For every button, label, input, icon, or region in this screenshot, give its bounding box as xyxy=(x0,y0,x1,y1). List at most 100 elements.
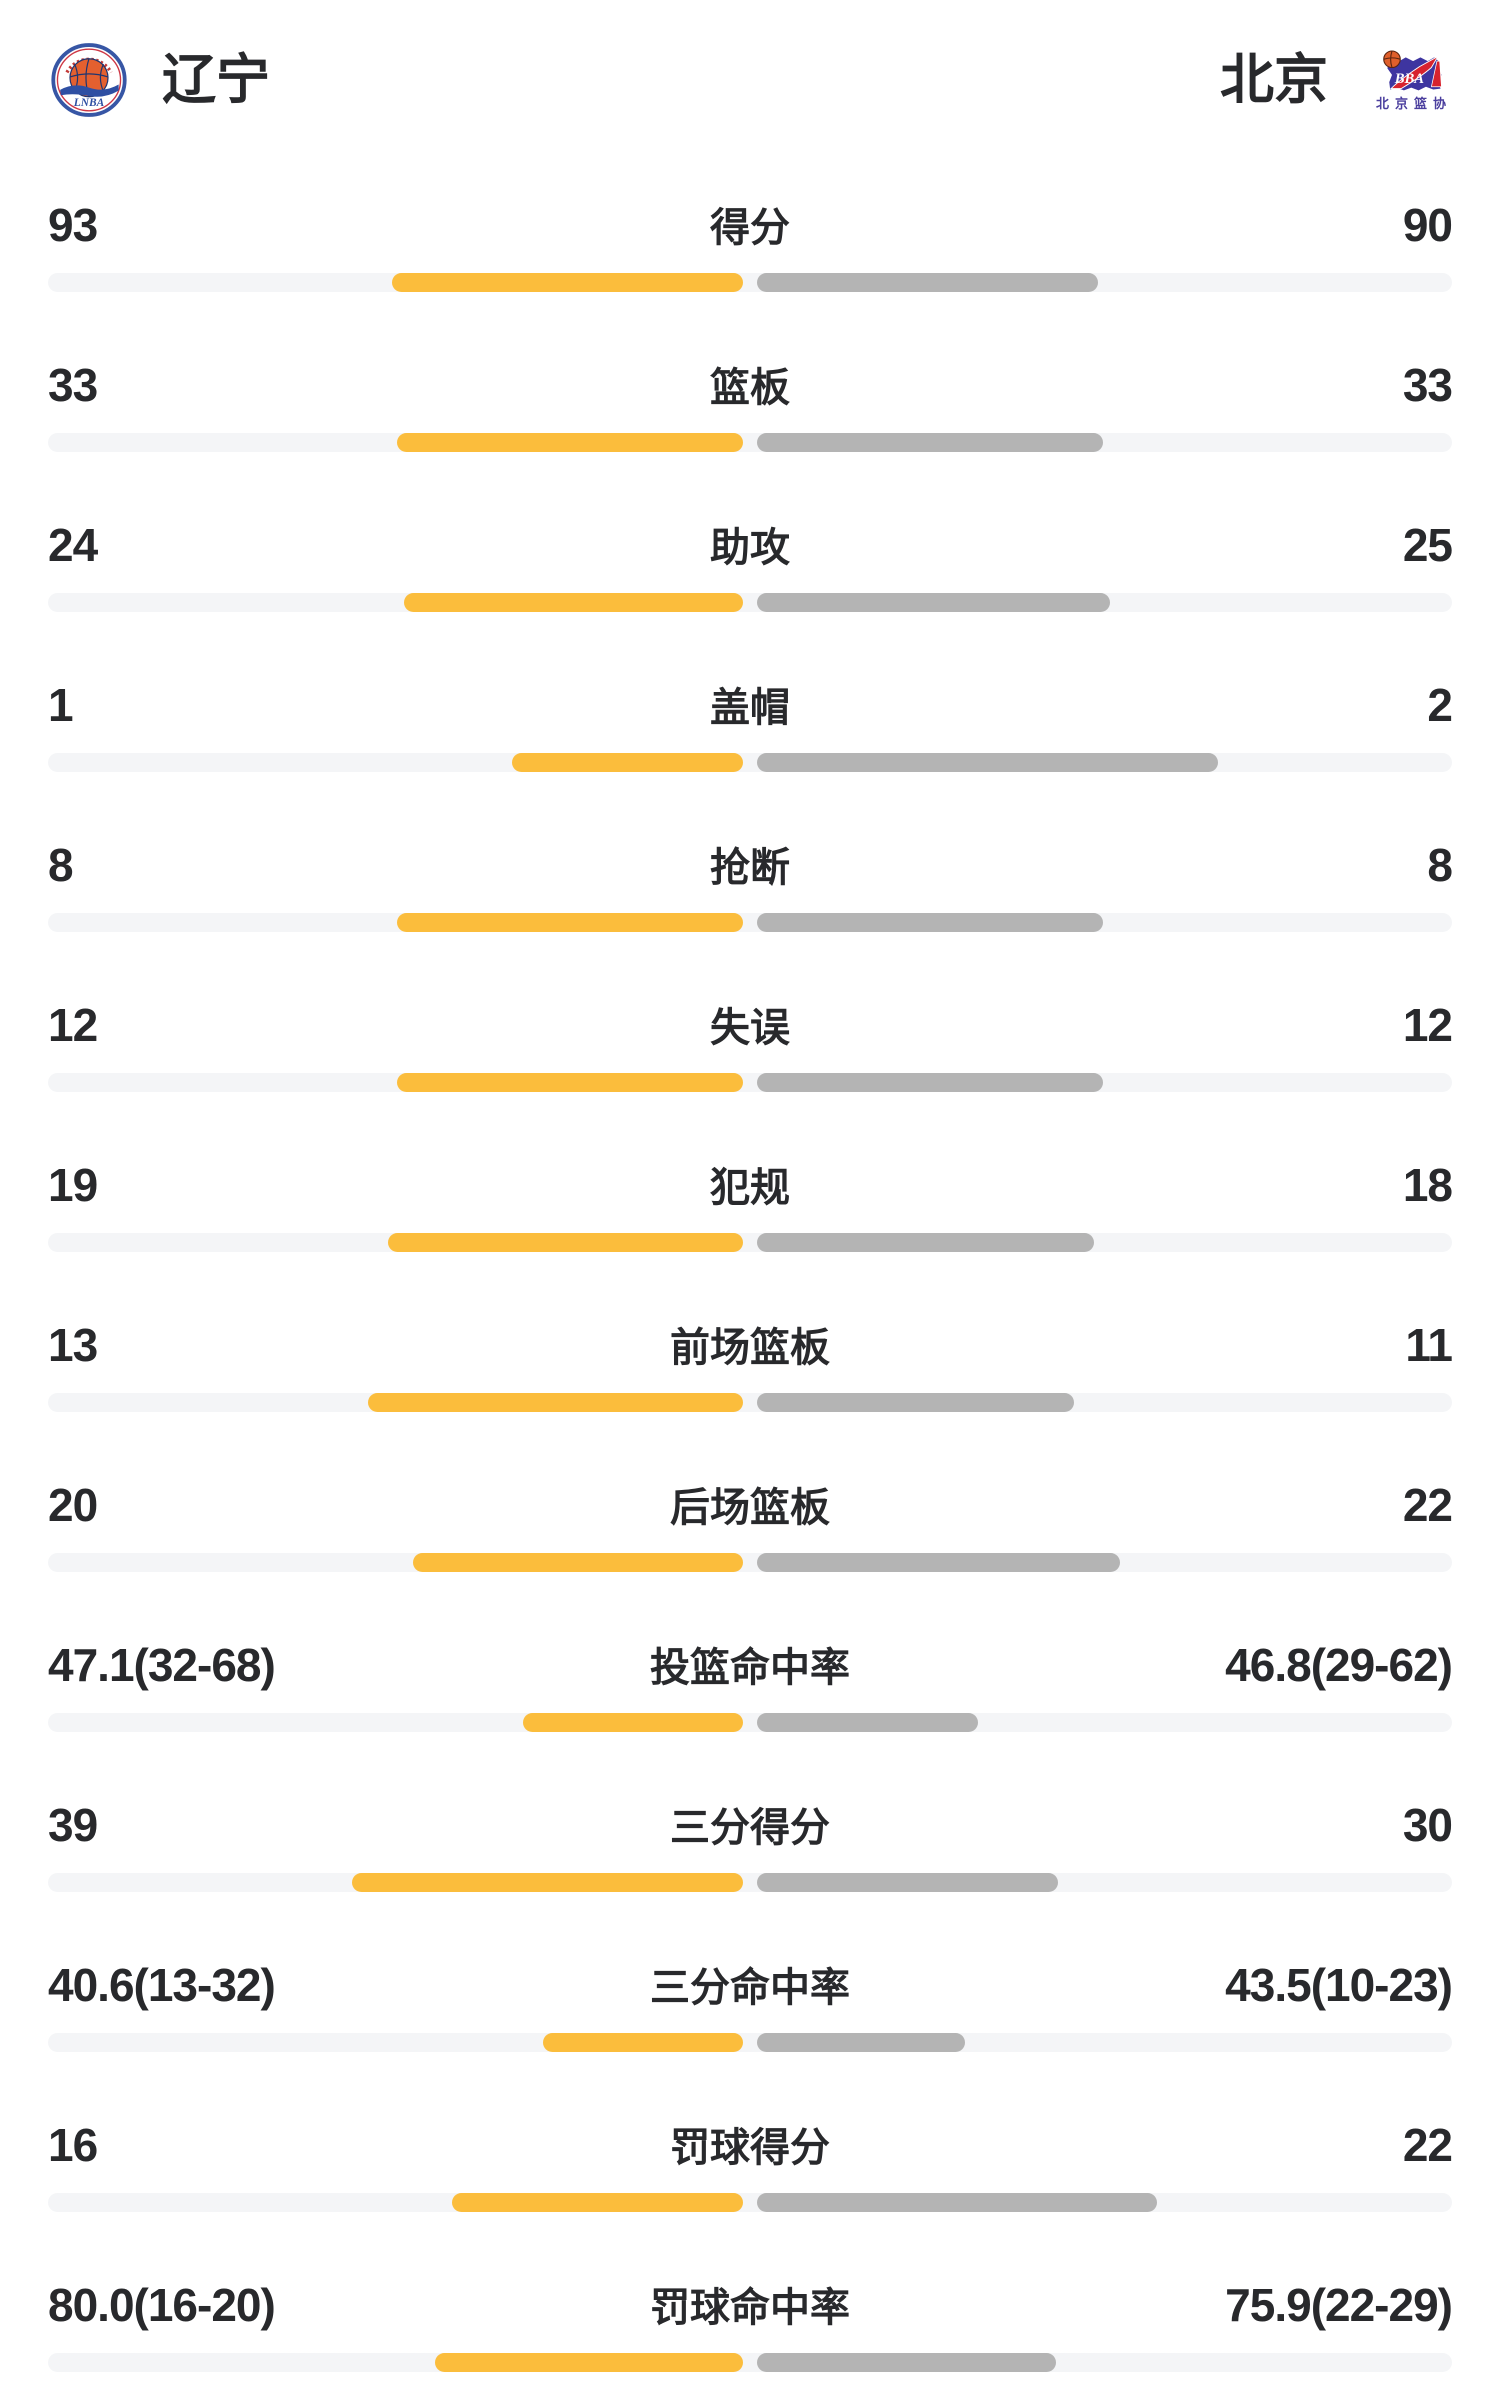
right-value: 33 xyxy=(1402,359,1453,411)
team-left[interactable]: LNBA 辽宁 xyxy=(48,42,270,118)
right-value: 30 xyxy=(1402,1799,1453,1851)
stat-values-line: 8 抢断 8 xyxy=(48,800,1453,893)
left-bar xyxy=(392,273,743,292)
bar-track xyxy=(48,593,1452,612)
bar-track xyxy=(48,1233,1452,1252)
bar-track xyxy=(48,2033,1452,2052)
right-bar xyxy=(757,2033,965,2052)
right-value: 43.5(10-23) xyxy=(1225,1959,1453,2011)
stat-label: 抢断 xyxy=(710,846,790,890)
right-value: 22 xyxy=(1402,1479,1453,1531)
liaoning-team-logo-icon: LNBA xyxy=(51,43,127,117)
left-value: 93 xyxy=(48,199,98,251)
left-value: 8 xyxy=(48,839,74,891)
bar-track xyxy=(48,433,1452,452)
left-bar xyxy=(452,2193,743,2212)
left-value: 16 xyxy=(48,2119,98,2171)
stat-row: 12 失误 12 xyxy=(0,960,1500,1120)
bar-track xyxy=(48,753,1452,772)
beijing-team-logo-icon: BBA xyxy=(1383,50,1442,91)
left-bar xyxy=(413,1553,743,1572)
stat-label: 三分命中率 xyxy=(650,1966,850,2010)
left-bar xyxy=(512,753,743,772)
left-bar xyxy=(397,913,743,932)
left-value: 20 xyxy=(48,1479,98,1531)
bar-track xyxy=(48,2193,1452,2212)
stat-values-line: 13 前场篮板 11 xyxy=(48,1280,1453,1373)
stat-label: 投篮命中率 xyxy=(650,1646,850,1690)
stat-values-line: 39 三分得分 30 xyxy=(48,1760,1453,1853)
stat-values-line: 47.1(32-68) 投篮命中率 46.8(29-62) xyxy=(48,1600,1453,1693)
left-bar xyxy=(397,433,743,452)
left-bar xyxy=(388,1233,743,1252)
left-bar xyxy=(368,1393,743,1412)
left-value: 12 xyxy=(48,999,98,1051)
stats-list: 93 得分 90 33 篮板 33 24 助攻 25 xyxy=(0,160,1500,2400)
right-bar xyxy=(757,1873,1058,1892)
stat-label: 三分得分 xyxy=(670,1806,830,1850)
bar-track xyxy=(48,913,1452,932)
stat-label: 助攻 xyxy=(710,526,790,570)
beijing-logo-text: BBA xyxy=(1394,71,1425,87)
stat-values-line: 33 篮板 33 xyxy=(48,320,1453,413)
stat-label: 犯规 xyxy=(710,1166,790,1210)
right-bar xyxy=(757,593,1110,612)
beijing-logo-caption: 北京篮协 xyxy=(1375,96,1452,111)
right-value: 25 xyxy=(1402,519,1453,571)
stat-values-line: 20 后场篮板 22 xyxy=(48,1440,1453,1533)
bar-track xyxy=(48,1393,1452,1412)
left-value: 13 xyxy=(48,1319,98,1371)
stat-label: 篮板 xyxy=(710,366,790,410)
team-left-name: 辽宁 xyxy=(162,50,270,110)
stat-row: 8 抢断 8 xyxy=(0,800,1500,960)
stat-values-line: 19 犯规 18 xyxy=(48,1120,1453,1213)
stat-values-line: 80.0(16-20) 罚球命中率 75.9(22-29) xyxy=(48,2240,1453,2333)
right-bar xyxy=(757,2353,1056,2372)
bar-track xyxy=(48,1713,1452,1732)
beijing-team-logo: BBA 北京篮协 xyxy=(1376,50,1452,110)
stat-row: 1 盖帽 2 xyxy=(0,640,1500,800)
right-value: 2 xyxy=(1427,679,1453,731)
stat-values-line: 1 盖帽 2 xyxy=(48,640,1453,733)
left-value: 24 xyxy=(48,519,98,571)
bar-track xyxy=(48,1073,1452,1092)
left-bar xyxy=(397,1073,743,1092)
stat-values-line: 12 失误 12 xyxy=(48,960,1453,1053)
right-value: 18 xyxy=(1402,1159,1453,1211)
right-value: 90 xyxy=(1402,199,1453,251)
team-right[interactable]: 北京 BBA 北京篮协 xyxy=(1220,50,1452,110)
stat-row: 13 前场篮板 11 xyxy=(0,1280,1500,1440)
bar-track xyxy=(48,1553,1452,1572)
bar-track xyxy=(48,2353,1452,2372)
stat-row: 20 后场篮板 22 xyxy=(0,1440,1500,1600)
liaoning-logo-text: LNBA xyxy=(73,97,105,109)
stat-label: 前场篮板 xyxy=(670,1326,830,1370)
right-value: 22 xyxy=(1402,2119,1453,2171)
right-bar xyxy=(757,1713,978,1732)
right-bar xyxy=(757,1233,1094,1252)
left-value: 19 xyxy=(48,1159,98,1211)
right-value: 12 xyxy=(1402,999,1453,1051)
right-bar xyxy=(757,1393,1074,1412)
stat-row: 33 篮板 33 xyxy=(0,320,1500,480)
stat-row: 16 罚球得分 22 xyxy=(0,2080,1500,2240)
stat-row: 93 得分 90 xyxy=(0,160,1500,320)
right-bar xyxy=(757,1553,1120,1572)
left-bar xyxy=(352,1873,743,1892)
stat-row: 19 犯规 18 xyxy=(0,1120,1500,1280)
bar-track xyxy=(48,273,1452,292)
right-bar xyxy=(757,753,1218,772)
left-value: 39 xyxy=(48,1799,98,1851)
left-value: 33 xyxy=(48,359,98,411)
right-value: 8 xyxy=(1427,839,1453,891)
stat-label: 盖帽 xyxy=(710,686,790,730)
stat-label: 罚球命中率 xyxy=(650,2286,850,2330)
header: LNBA 辽宁 北京 BBA 北京篮协 xyxy=(0,0,1500,160)
stat-row: 24 助攻 25 xyxy=(0,480,1500,640)
stat-values-line: 16 罚球得分 22 xyxy=(48,2080,1453,2173)
left-bar xyxy=(435,2353,743,2372)
right-value: 46.8(29-62) xyxy=(1225,1639,1453,1691)
left-bar xyxy=(404,593,743,612)
right-value: 75.9(22-29) xyxy=(1225,2279,1453,2331)
